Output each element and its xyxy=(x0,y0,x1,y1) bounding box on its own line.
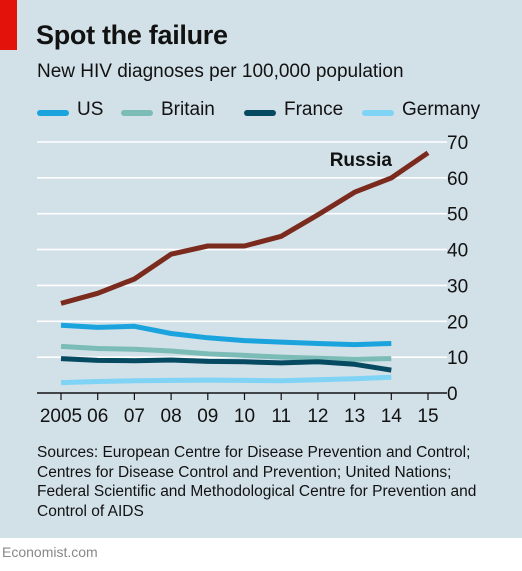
chart-panel xyxy=(0,0,522,538)
x-tick-label-15: 15 xyxy=(417,406,438,427)
x-tick-label-2005: 2005 xyxy=(40,406,82,427)
x-tick-label-12: 12 xyxy=(307,406,328,427)
legend-label-france: France xyxy=(284,99,344,120)
y-tick-label-0: 0 xyxy=(447,384,458,405)
y-tick-label-70: 70 xyxy=(447,133,468,154)
series-line-britain xyxy=(60,343,392,362)
x-tick-label-06: 06 xyxy=(87,406,108,427)
line-chart: 0 10 20 30 40 50 60 70 2005 06 07 08 09 10 11 12 13 14 15 R… xyxy=(37,133,468,427)
series-line-germany xyxy=(60,374,392,386)
legend-swatch-france xyxy=(244,110,276,116)
legend-label-germany: Germany xyxy=(402,99,481,120)
sources-note: Sources: European Centre for Disease Pre… xyxy=(37,444,477,520)
legend-label-britain: Britain xyxy=(161,99,215,120)
legend-label-us: US xyxy=(77,99,104,120)
y-tick-label-60: 60 xyxy=(447,169,468,190)
x-tick-label-11: 11 xyxy=(271,406,291,427)
series-label-russia: Russia xyxy=(330,150,393,171)
y-tick-label-30: 30 xyxy=(447,276,468,297)
legend-swatch-us xyxy=(37,110,69,116)
series-line-russia xyxy=(60,150,430,306)
chart-title: Spot the failure xyxy=(36,20,228,50)
series-line-france xyxy=(60,356,392,373)
y-tick-label-20: 20 xyxy=(447,312,468,333)
y-tick-label-40: 40 xyxy=(447,241,468,262)
legend-swatch-britain xyxy=(121,110,153,116)
y-tick-label-50: 50 xyxy=(447,205,468,226)
y-tick-label-10: 10 xyxy=(447,348,468,369)
x-tick-label-07: 07 xyxy=(124,406,145,427)
x-tick-label-10: 10 xyxy=(234,406,255,427)
x-tick-label-08: 08 xyxy=(161,406,182,427)
legend-swatch-germany xyxy=(362,110,394,116)
footer-credit: Economist.com xyxy=(2,544,98,560)
x-tick-label-09: 09 xyxy=(197,406,218,427)
series-line-us xyxy=(60,322,392,348)
brand-red-tab xyxy=(0,0,17,50)
x-tick-label-13: 13 xyxy=(344,406,365,427)
x-tick-label-14: 14 xyxy=(381,406,403,427)
chart-subtitle: New HIV diagnoses per 100,000 population xyxy=(37,61,404,82)
